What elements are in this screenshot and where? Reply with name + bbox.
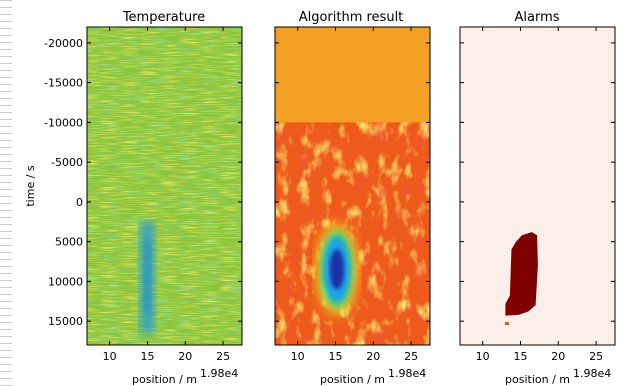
x-tick-label: 20 — [366, 350, 380, 363]
plot-frame — [86, 26, 243, 346]
y-axis-label: time / s — [24, 165, 37, 207]
x-tick-label: 15 — [328, 350, 342, 363]
x-tick-label: 25 — [216, 350, 230, 363]
y-tick-label: -15000 — [44, 77, 83, 90]
panel-title: Alarms — [514, 10, 559, 25]
x-tick-label: 10 — [291, 350, 305, 363]
y-tick-label: 15000 — [48, 315, 83, 328]
x-tick-label: 20 — [551, 350, 565, 363]
y-tick-label: 10000 — [48, 275, 83, 288]
x-axis-label: position / m — [132, 373, 197, 386]
heatmap-image — [87, 27, 242, 345]
alarm-spot — [504, 322, 509, 326]
y-tick-label: 5000 — [55, 236, 83, 249]
heatmap-image — [275, 27, 430, 345]
cool-band-core — [143, 241, 152, 314]
panel-algorithm-result: Algorithm result 10 15 20 25 position / m 1… — [274, 10, 431, 386]
plot-frame — [274, 26, 431, 346]
x-offset-label: 1.98e4 — [573, 367, 611, 380]
heatmap-background — [460, 27, 615, 345]
x-tick-label: 25 — [589, 350, 603, 363]
y-tick-label: -10000 — [44, 116, 83, 129]
x-tick-label: 25 — [404, 350, 418, 363]
low-value-blob — [316, 224, 358, 315]
x-tick-label: 15 — [140, 350, 154, 363]
page-edge-lines — [0, 0, 12, 386]
y-tick-label: -20000 — [44, 37, 83, 50]
alarm-region — [505, 232, 538, 316]
plot-frame — [459, 26, 616, 346]
no-data-region — [275, 27, 430, 123]
panel-title: Algorithm result — [299, 10, 404, 25]
panel-temperature: Temperature 10 15 20 25 -20000 -15000 -10000 -… — [24, 10, 243, 386]
blob-core — [329, 249, 345, 290]
x-tick-label: 20 — [178, 350, 192, 363]
x-tick-label: 10 — [476, 350, 490, 363]
x-tick-label: 15 — [513, 350, 527, 363]
x-axis-label: position / m — [505, 373, 570, 386]
x-axis-label: position / m — [320, 373, 385, 386]
x-offset-label: 1.98e4 — [388, 367, 426, 380]
x-offset-label: 1.98e4 — [200, 367, 238, 380]
panel-alarms: Alarms 10 15 20 25 position / m 1.98e4 — [459, 10, 616, 386]
y-tick-label: -5000 — [51, 156, 83, 169]
y-tick-label: 0 — [76, 196, 83, 209]
x-tick-label: 10 — [103, 350, 117, 363]
panel-title: Temperature — [122, 10, 205, 25]
cool-band — [139, 221, 156, 334]
